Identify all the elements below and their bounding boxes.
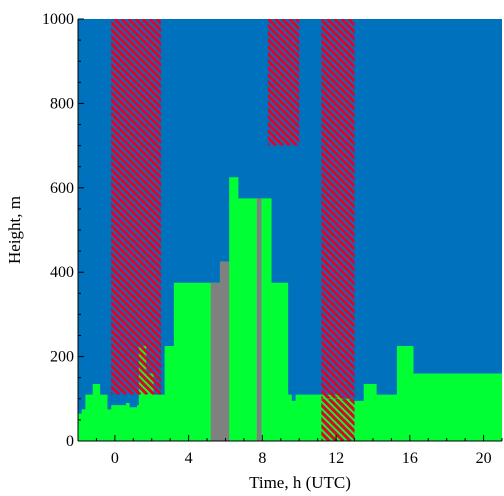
hatched-region-2 [321,19,355,399]
x-tick-label: 4 [185,450,193,467]
x-tick-label: 20 [476,450,492,467]
hatched-region-1 [267,19,300,146]
x-tick-label: 0 [111,450,119,467]
y-tick-label: 400 [50,264,74,281]
y-tick-label: 800 [50,95,74,112]
plot-area [78,19,502,441]
gap-band-2 [256,198,262,441]
gap-band-1 [219,261,230,441]
gap-band-0 [210,282,220,441]
x-axis-label: Time, h (UTC) [249,473,351,492]
hatched-region-0 [111,19,161,395]
y-tick-label: 600 [50,180,74,197]
x-tick-label: 16 [402,450,418,467]
hatched-region-3 [321,398,355,441]
y-tick-label: 0 [66,433,74,450]
x-tick-label: 12 [328,450,344,467]
x-tick-label: 8 [258,450,266,467]
y-tick-label: 1000 [42,11,74,28]
y-axis-label: Height, m [5,196,24,264]
layer-area [78,177,502,441]
y-tick-label: 200 [50,349,74,366]
